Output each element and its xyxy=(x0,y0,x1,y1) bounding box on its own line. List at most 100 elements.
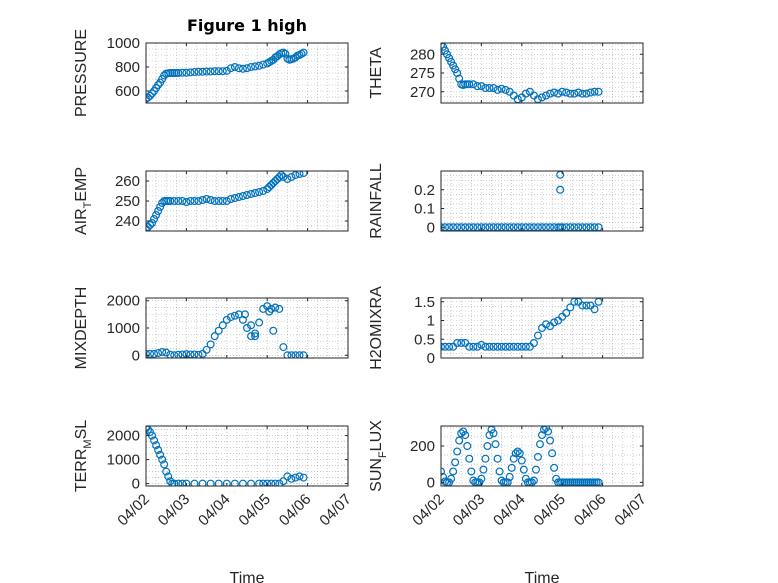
data-point xyxy=(485,83,494,92)
data-point xyxy=(570,89,579,98)
data-point xyxy=(287,351,296,358)
data-point xyxy=(186,68,195,77)
data-point xyxy=(299,473,308,482)
data-point xyxy=(154,446,163,455)
data-point xyxy=(206,67,215,76)
data-point xyxy=(507,463,516,472)
data-point xyxy=(156,203,165,212)
data-point xyxy=(146,221,155,230)
data-point xyxy=(269,179,278,188)
data-point xyxy=(190,197,199,206)
data-point xyxy=(158,455,167,464)
data-point xyxy=(271,177,280,186)
data-point xyxy=(457,429,466,438)
data-point xyxy=(489,83,498,92)
data-point xyxy=(586,88,595,97)
subplot-h2omixra: 0 0.51 1.5 H2OMIXRA xyxy=(368,286,644,370)
data-point xyxy=(481,454,490,463)
data-point xyxy=(247,479,256,486)
data-point xyxy=(251,332,260,341)
data-point xyxy=(283,351,292,358)
data-point xyxy=(453,447,462,456)
data-point xyxy=(279,173,288,182)
data-point xyxy=(465,342,474,351)
data-point xyxy=(271,479,280,486)
data-point xyxy=(154,349,163,358)
data-point xyxy=(226,195,235,204)
data-point xyxy=(546,436,555,445)
data-point xyxy=(158,348,167,357)
data-point xyxy=(554,89,563,98)
data-point xyxy=(222,66,231,75)
data-point xyxy=(255,479,264,486)
data-point xyxy=(295,351,304,358)
y-tick-label: 260 xyxy=(115,173,140,190)
data-point xyxy=(174,68,183,77)
data-point xyxy=(222,197,231,206)
y-tick-label: 1000 xyxy=(107,320,140,337)
data-point xyxy=(198,67,207,76)
data-point xyxy=(265,183,274,192)
data-point xyxy=(578,89,587,98)
y-tick-label: 0.2 xyxy=(414,182,435,199)
data-point xyxy=(259,187,268,196)
data-point xyxy=(590,305,599,314)
y-tick-label: 1.5 xyxy=(414,294,435,311)
data-point xyxy=(489,342,498,351)
data-point xyxy=(218,67,227,76)
data-point xyxy=(485,431,494,440)
data-point xyxy=(247,332,256,341)
data-point xyxy=(556,185,565,194)
data-point xyxy=(299,48,308,57)
data-point xyxy=(170,351,179,358)
data-point xyxy=(214,326,223,335)
y-tick-label: 200 xyxy=(410,438,435,455)
data-point xyxy=(178,479,187,486)
grid xyxy=(146,426,348,486)
data-point xyxy=(263,479,272,486)
y-tick-label: 0 xyxy=(427,350,435,367)
data-point xyxy=(174,479,183,486)
data-point xyxy=(544,427,553,436)
data-point xyxy=(251,189,260,198)
data-point xyxy=(251,329,260,338)
data-point xyxy=(578,301,587,310)
data-point xyxy=(263,185,272,194)
data-point xyxy=(457,339,466,348)
data-point xyxy=(513,447,522,456)
data-point xyxy=(206,340,215,349)
data-point xyxy=(558,87,567,96)
y-tick-label: 0 xyxy=(427,474,435,491)
data-point xyxy=(202,195,211,204)
data-point xyxy=(453,339,462,348)
y-tick-label: 2000 xyxy=(107,293,140,310)
data-point xyxy=(477,474,486,483)
data-point xyxy=(146,223,153,231)
data-point xyxy=(182,68,191,77)
data-point xyxy=(521,89,530,98)
data-point xyxy=(265,307,274,316)
data-point xyxy=(517,456,526,465)
data-point xyxy=(562,88,571,97)
data-point xyxy=(194,197,203,206)
data-point xyxy=(529,339,538,348)
data-point xyxy=(259,479,268,486)
data-point xyxy=(251,62,260,71)
data-point xyxy=(234,310,243,319)
data-point xyxy=(148,89,157,98)
data-point xyxy=(152,211,161,220)
data-point xyxy=(467,467,476,476)
y-tick-label: 800 xyxy=(115,59,140,76)
data-point xyxy=(166,350,175,358)
data-point xyxy=(263,302,272,311)
data-point xyxy=(238,192,247,201)
data-point xyxy=(202,345,211,354)
series-points xyxy=(146,171,308,231)
data-point xyxy=(154,207,163,216)
data-point xyxy=(222,479,231,486)
data-point xyxy=(511,449,520,458)
data-point xyxy=(243,324,252,333)
data-point xyxy=(483,442,492,451)
subplot-theta: 270 275 280 THETA xyxy=(368,42,644,104)
